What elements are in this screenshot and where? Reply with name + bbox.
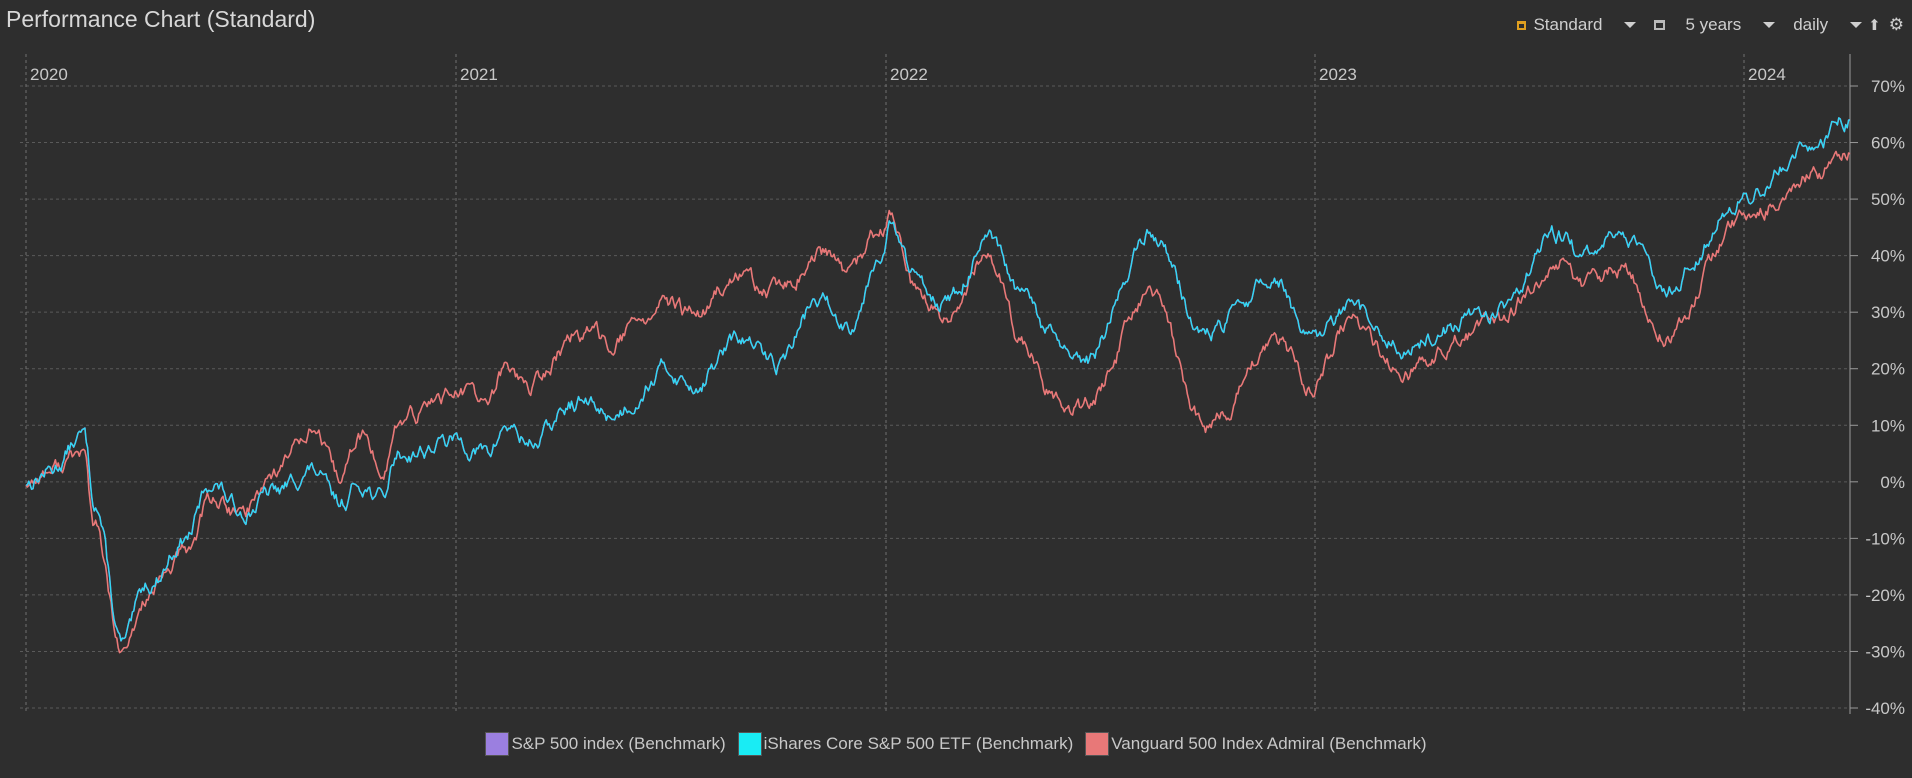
chevron-down-icon bbox=[1850, 22, 1863, 28]
y-tick-label: 20% bbox=[1871, 360, 1905, 379]
y-tick-label: -30% bbox=[1865, 642, 1905, 661]
series-lines bbox=[25, 117, 1851, 654]
y-tick-label: 70% bbox=[1871, 77, 1905, 96]
x-tick-label: 2022 bbox=[890, 65, 928, 84]
period-dropdown[interactable]: 5 years bbox=[1654, 15, 1793, 35]
interval-dropdown[interactable]: daily bbox=[1793, 15, 1866, 35]
legend-label: Vanguard 500 Index Admiral (Benchmark) bbox=[1111, 734, 1427, 753]
y-tick-label: 50% bbox=[1871, 190, 1905, 209]
y-tick-label: -40% bbox=[1865, 699, 1905, 718]
chart-title: Performance Chart (Standard) bbox=[6, 6, 316, 32]
x-tick-label: 2020 bbox=[30, 65, 68, 84]
y-tick-label: 10% bbox=[1871, 416, 1905, 435]
gear-icon[interactable]: ⚙ bbox=[1888, 15, 1904, 34]
series-line bbox=[25, 150, 1851, 654]
legend-label: iShares Core S&P 500 ETF (Benchmark) bbox=[763, 734, 1074, 753]
y-tick-label: -10% bbox=[1865, 529, 1905, 548]
x-axis-labels: 2020 2021 2022 2023 2024 bbox=[30, 65, 1786, 84]
chart-toolbar: Standard 5 years daily ⬆ ⚙ bbox=[1517, 12, 1904, 38]
y-tick-label: 0% bbox=[1880, 473, 1905, 492]
y-tick-label: -20% bbox=[1865, 586, 1905, 605]
legend-item-sp500-index[interactable]: S&P 500 index (Benchmark) bbox=[485, 732, 726, 756]
chevron-down-icon bbox=[1624, 22, 1637, 28]
y-tick-label: 30% bbox=[1871, 303, 1905, 322]
x-tick-label: 2024 bbox=[1748, 65, 1786, 84]
y-tick-label: 40% bbox=[1871, 247, 1905, 266]
chart-type-icon bbox=[1517, 20, 1527, 30]
x-tick-label: 2023 bbox=[1319, 65, 1357, 84]
export-icon[interactable]: ⬆ bbox=[1868, 17, 1881, 34]
legend-item-ishares-core-sp500[interactable]: iShares Core S&P 500 ETF (Benchmark) bbox=[737, 732, 1074, 756]
period-label: 5 years bbox=[1685, 15, 1742, 34]
series-line bbox=[25, 117, 1851, 642]
chart-legend: S&P 500 index (Benchmark) iShares Core S… bbox=[0, 732, 1912, 756]
chart-type-label: Standard bbox=[1533, 15, 1603, 34]
interval-label: daily bbox=[1793, 15, 1829, 34]
chart-type-dropdown[interactable]: Standard bbox=[1517, 15, 1654, 35]
y-axis: -40% -30% -20% -10% 0% 10% 20% 30% 40% 50% 60% 70% bbox=[1849, 54, 1905, 718]
legend-swatch bbox=[737, 732, 762, 756]
chevron-down-icon bbox=[1763, 22, 1776, 28]
y-tick-label: 60% bbox=[1871, 134, 1905, 153]
legend-swatch bbox=[485, 732, 510, 756]
chart-grid bbox=[20, 54, 1850, 714]
legend-label: S&P 500 index (Benchmark) bbox=[511, 734, 726, 753]
calendar-icon bbox=[1654, 20, 1666, 30]
x-tick-label: 2021 bbox=[460, 65, 498, 84]
legend-swatch bbox=[1085, 732, 1110, 756]
series-line bbox=[25, 117, 1851, 642]
legend-item-vanguard-500-admiral[interactable]: Vanguard 500 Index Admiral (Benchmark) bbox=[1085, 732, 1427, 756]
